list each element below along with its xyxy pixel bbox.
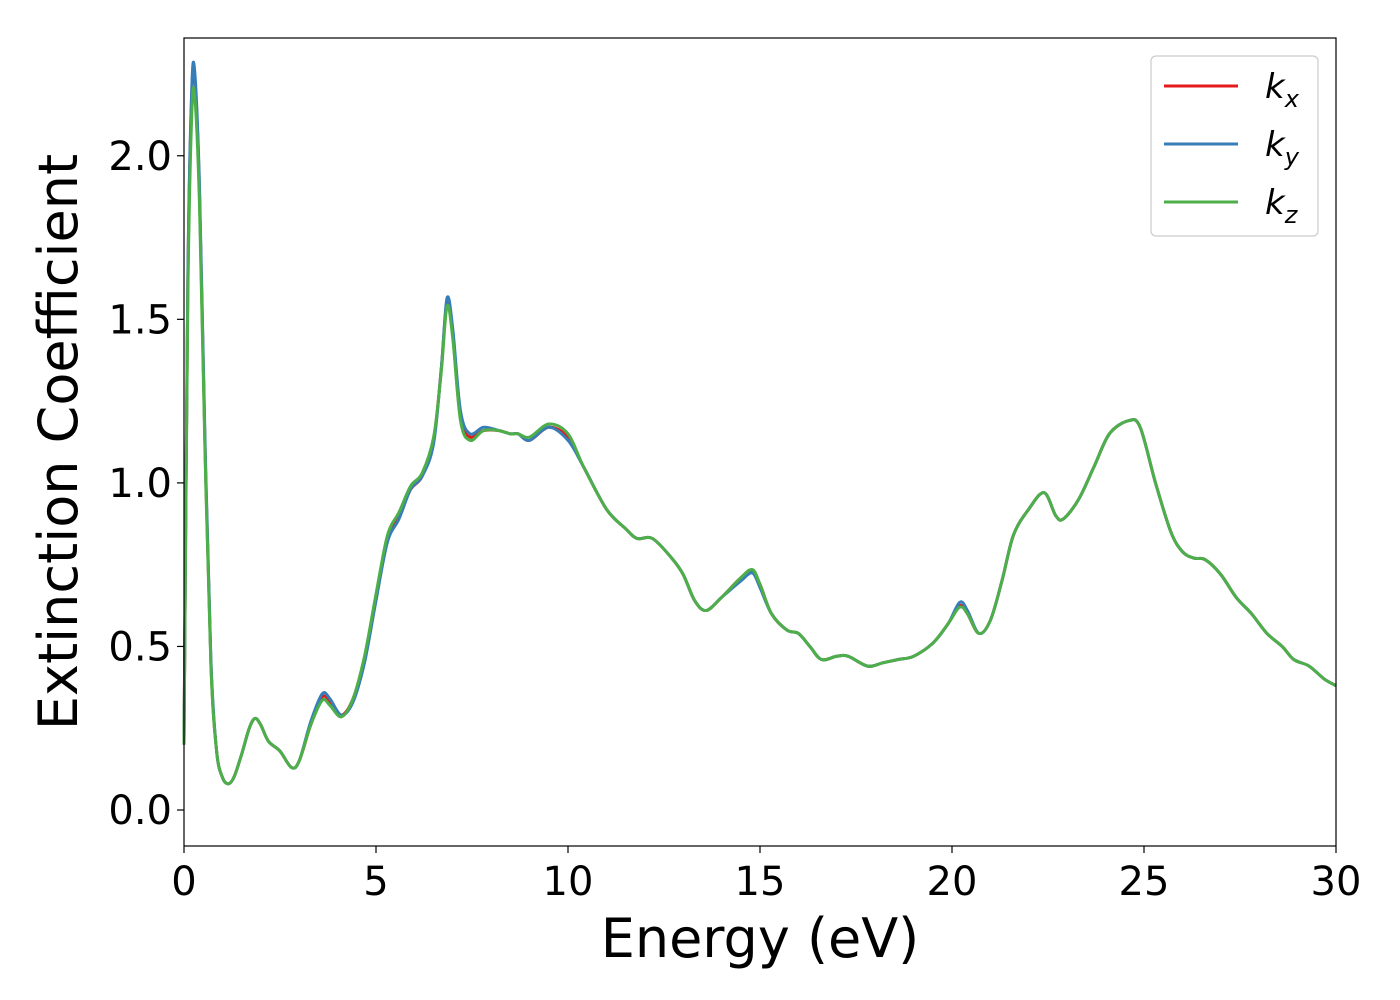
x-tick-label: 25 <box>1119 859 1170 905</box>
y-tick-label: 1.0 <box>108 461 172 507</box>
y-tick-label: 0.0 <box>108 788 172 834</box>
y-tick-label: 1.5 <box>108 297 172 343</box>
y-axis-label: Extinction Coefficient <box>27 154 90 730</box>
legend-label-kx: kx <box>1265 67 1300 113</box>
y-axis: 0.0 0.5 1.0 1.5 2.0 <box>108 134 184 834</box>
x-tick-label: 0 <box>171 859 196 905</box>
legend: kx ky kz <box>1150 55 1319 237</box>
y-tick-label: 0.5 <box>108 624 172 670</box>
x-tick-label: 5 <box>363 859 388 905</box>
x-axis-label: Energy (eV) <box>601 907 920 970</box>
y-tick-label: 2.0 <box>108 134 172 180</box>
legend-box <box>1150 55 1319 237</box>
x-tick-label: 15 <box>735 859 786 905</box>
x-tick-label: 10 <box>543 859 594 905</box>
x-tick-label: 20 <box>927 859 978 905</box>
series-layer <box>182 60 1337 786</box>
legend-label-ky: ky <box>1265 125 1300 171</box>
series-line-kz <box>182 86 1337 786</box>
x-tick-label: 30 <box>1311 859 1362 905</box>
legend-label-kz: kz <box>1265 183 1299 229</box>
x-axis: 0 5 10 15 20 25 30 <box>171 846 1361 905</box>
